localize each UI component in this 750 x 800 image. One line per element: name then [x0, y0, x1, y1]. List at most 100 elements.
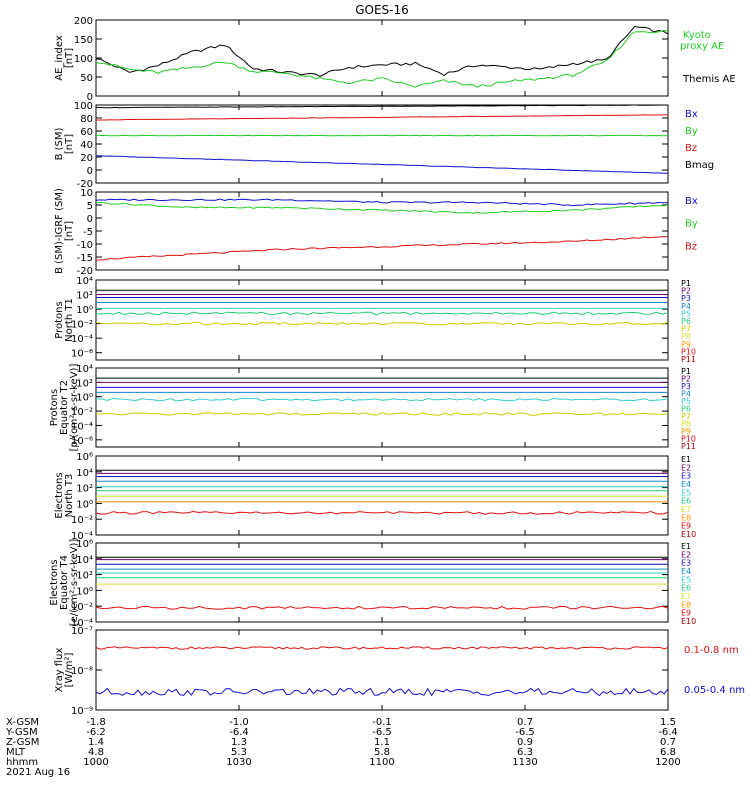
y-axis-label: Equator T4: [59, 555, 70, 610]
legend-xray-0: 0.1-0.8 nm: [684, 645, 739, 656]
legend-e7: E7: [681, 505, 691, 514]
channel-p7: [95, 412, 669, 416]
y-axis-label: [p/(cm²-s-sr-keV)]: [69, 364, 80, 452]
legend-p1: P1: [681, 367, 691, 376]
series-kyoto-proxy-ae: [95, 29, 669, 88]
y-tick-label: 10²: [76, 571, 93, 582]
legend-p8: P8: [681, 420, 691, 429]
y-tick-label: 10⁶: [76, 539, 93, 550]
legend-e1: E1: [681, 542, 691, 551]
legend-p1: P1: [681, 279, 691, 288]
xaxis-row-value: 1100: [369, 757, 394, 768]
legend-p9: P9: [681, 340, 691, 349]
legend-p2: P2: [681, 287, 691, 296]
xaxis-row-value: 1.3: [231, 737, 247, 748]
xaxis-row-value: 0.7: [517, 717, 533, 728]
y-tick-label: 150: [74, 35, 93, 46]
panel-protons_t1: 10⁴ 10² 10⁰ 10⁻² 10⁻⁴ 10⁻⁶ Protons North T1 P1P2…: [54, 276, 696, 364]
legend-bx: Bx: [685, 196, 698, 207]
y-axis-label: Protons: [49, 389, 60, 426]
legend-p5: P5: [681, 397, 691, 406]
legend-e5: E5: [681, 488, 691, 497]
y-tick-label: 10⁻²: [71, 515, 93, 526]
y-axis-label: [e/(cm²-s-sr-keV)]: [69, 539, 80, 627]
y-tick-label: 10²: [76, 484, 93, 495]
channel-p5: [95, 397, 669, 402]
legend-e9: E9: [681, 609, 691, 618]
y-axis-label: North T3: [64, 474, 75, 518]
legend-e8: E8: [681, 600, 691, 609]
y-axis-label: [W/m²]: [64, 652, 75, 687]
legend-proxy-ae: proxy AE: [680, 41, 724, 52]
xaxis-row-value: 0.9: [517, 737, 533, 748]
channel-p7: [95, 321, 669, 326]
y-tick-label: 10⁴: [76, 468, 93, 479]
legend-e3: E3: [681, 559, 691, 568]
y-tick-label: 10⁻⁴: [71, 334, 93, 345]
y-tick-label: 0: [87, 166, 93, 177]
legend-bz: Bz: [685, 241, 697, 252]
y-axis-label: B (SM)-IGRF (SM): [54, 188, 65, 274]
y-axis-label: AE_index: [54, 35, 65, 81]
y-tick-label: 40: [80, 140, 93, 151]
x-axis-annotation: X-GSM -1.8 -1.0 -0.1 0.7 1.5 Y-GSM -6.2 -6.4 -6.5…: [5, 717, 681, 778]
series-bmag: [95, 104, 668, 109]
y-tick-label: 10⁻⁴: [71, 421, 93, 432]
legend-p5: P5: [681, 309, 691, 318]
legend-p6: P6: [681, 405, 691, 414]
xaxis-row-value: 6.8: [660, 747, 676, 758]
y-axis-label: Protons: [54, 301, 65, 338]
y-tick-label: 10⁰: [76, 393, 93, 404]
y-tick-label: 10: [80, 188, 93, 199]
series-bz: [95, 236, 668, 261]
legend-p11: P11: [681, 442, 696, 451]
panel-frame: [95, 279, 669, 361]
legend-e4: E4: [681, 480, 691, 489]
series-bx: [95, 198, 668, 207]
xaxis-row-label: X-GSM: [6, 717, 39, 728]
legend-e10: E10: [681, 617, 696, 626]
legend-e9: E9: [681, 522, 691, 531]
xaxis-row-label: Z-GSM: [6, 737, 39, 748]
xaxis-row-value: -1.8: [86, 717, 106, 728]
y-tick-label: 10⁰: [76, 305, 93, 316]
y-tick-label: 10²: [76, 378, 93, 389]
y-tick-label: 0: [87, 92, 93, 103]
y-tick-label: 10⁴: [76, 555, 93, 566]
xaxis-row-value: -0.1: [372, 717, 392, 728]
legend-e7: E7: [681, 592, 691, 601]
xaxis-row-value: -6.5: [372, 727, 392, 738]
panel-electrons_t4: 10⁶ 10⁴ 10² 10⁰ 10⁻² 10⁻⁴ Electrons Equator T4[…: [49, 539, 696, 629]
legend-e2: E2: [681, 550, 691, 559]
y-tick-label: 50: [80, 73, 93, 84]
legend-e6: E6: [681, 497, 691, 506]
y-tick-label: 10⁴: [76, 364, 93, 375]
y-axis-label: Electrons: [54, 472, 65, 518]
series-xray-1: [95, 687, 669, 697]
series-by: [95, 201, 669, 214]
xaxis-row-value: -6.2: [86, 727, 106, 738]
xaxis-row-value: -1.0: [229, 717, 249, 728]
y-tick-label: -10: [77, 240, 93, 251]
xaxis-row-value: -6.4: [229, 727, 249, 738]
legend-p7: P7: [681, 325, 691, 334]
y-tick-label: 100: [74, 101, 93, 112]
y-axis-label: Equator T2: [59, 380, 70, 435]
series-themis-ae: [95, 25, 669, 77]
legend-p7: P7: [681, 412, 691, 421]
xaxis-row-value: 0.7: [660, 737, 676, 748]
y-tick-label: 10⁻⁹: [71, 706, 93, 717]
y-tick-label: 10⁶: [76, 452, 93, 463]
channel-e9: [95, 605, 669, 610]
channel-e9: [95, 510, 669, 515]
xaxis-row-value: -6.4: [658, 727, 678, 738]
y-axis-label: B (SM): [54, 127, 65, 160]
legend-bz: Bz: [685, 143, 697, 154]
legend-p11: P11: [681, 355, 696, 364]
xaxis-row-value: 4.8: [88, 747, 104, 758]
xaxis-row-value: -6.5: [515, 727, 535, 738]
